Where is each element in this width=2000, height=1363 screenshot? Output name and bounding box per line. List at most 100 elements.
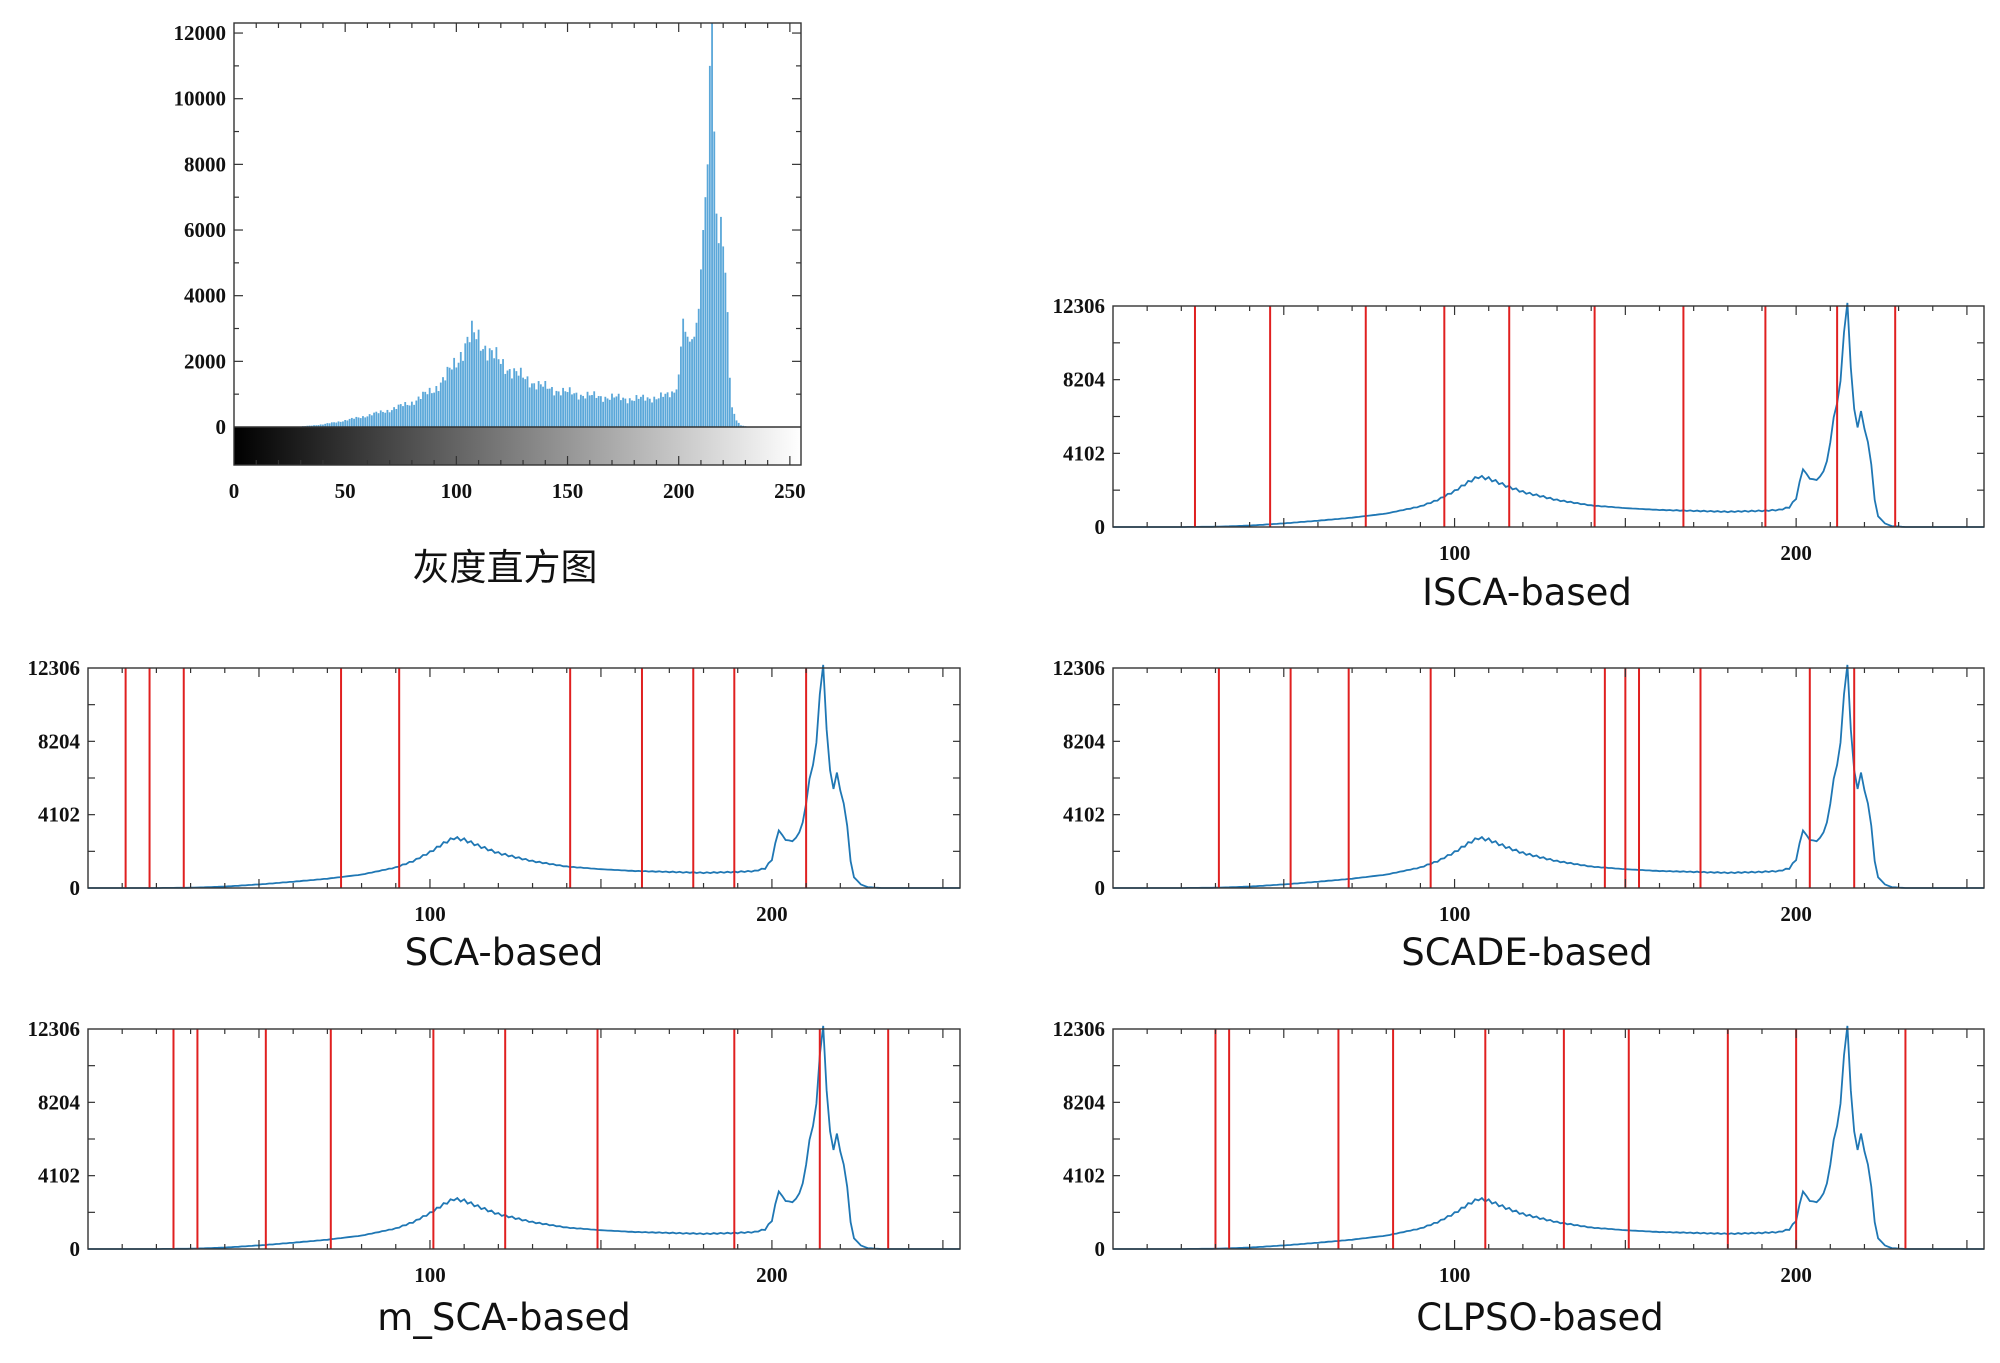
hist-bar [399, 404, 402, 427]
hist-bar [473, 332, 476, 427]
hist-bar [666, 392, 669, 427]
hist-bar [482, 349, 484, 427]
sca-y-ticks [88, 704, 960, 852]
msca-xtick-label: 100 [414, 1263, 446, 1287]
hist-bar [404, 402, 407, 427]
hist-bar [386, 409, 389, 427]
hist-bar [602, 401, 605, 427]
isca-ytick-label: 0 [1095, 515, 1106, 539]
hist-bar [459, 352, 462, 427]
hist-bar [708, 65, 711, 428]
hist-bar [715, 213, 718, 427]
sca-xtick-label: 100 [414, 902, 446, 926]
hist-bar [346, 420, 349, 427]
hist-bar [586, 391, 589, 427]
hist-bar [517, 375, 520, 427]
scade-ytick-label: 12306 [1053, 656, 1106, 680]
hist-bar [673, 392, 676, 427]
hist-bar [539, 384, 542, 427]
hist-bar [422, 391, 424, 427]
hist-bar [533, 383, 536, 427]
hist-xtick-label: 200 [663, 479, 695, 503]
hist-bar [504, 373, 507, 427]
hist-xtick-label: 0 [229, 479, 240, 503]
isca-ytick-label: 8204 [1063, 368, 1106, 392]
hist-bar [319, 424, 322, 427]
hist-bar [615, 396, 618, 427]
hist-bar [686, 336, 689, 427]
hist-bar [506, 370, 509, 427]
hist-bar [362, 416, 364, 427]
hist-bar [353, 418, 355, 427]
hist-bar [599, 396, 602, 427]
hist-bar [575, 392, 578, 427]
hist-bar [628, 398, 631, 427]
hist-bar [644, 400, 647, 427]
hist-bar [511, 378, 513, 427]
hist-bar [726, 312, 729, 427]
hist-bar [419, 398, 422, 427]
hist-bar [635, 395, 638, 427]
hist-bar [640, 396, 642, 427]
hist-ticks [234, 23, 801, 465]
hist-bar [395, 409, 398, 427]
hist-bar [695, 322, 698, 427]
hist-bar [308, 425, 311, 427]
hist-axes-frame [233, 22, 802, 466]
hist-bar [499, 363, 502, 427]
isca-ytick-label: 12306 [1053, 294, 1106, 318]
hist-bar [315, 425, 318, 427]
hist-bar [388, 412, 391, 427]
clpso-xtick-label: 100 [1439, 1263, 1471, 1287]
hist-bar [595, 397, 598, 427]
hist-bar [722, 246, 725, 427]
hist-bar [642, 394, 645, 427]
hist-bar [479, 350, 482, 427]
hist-bar [660, 392, 662, 427]
hist-bar [697, 308, 700, 427]
clpso-ytick-label: 12306 [1053, 1017, 1106, 1041]
sca-thresholds [124, 668, 808, 888]
hist-bar [435, 386, 438, 427]
hist-bar [437, 391, 440, 427]
sca-ytick-label: 0 [70, 876, 81, 900]
hist-bar [333, 422, 335, 427]
clpso-ytick-label: 0 [1095, 1237, 1106, 1261]
hist-xtick-label: 50 [335, 479, 356, 503]
hist-bar [555, 390, 558, 427]
hist-bar [591, 395, 593, 427]
hist-bar [359, 418, 362, 427]
scade-histogram-line [1113, 664, 1984, 889]
hist-ytick-label: 6000 [184, 218, 226, 242]
hist-bar [582, 395, 584, 427]
msca-xtick-label: 200 [756, 1263, 788, 1287]
clpso-ytick-label: 8204 [1063, 1090, 1106, 1114]
hist-bar [546, 388, 549, 427]
hist-bar [528, 387, 531, 427]
isca-histogram-line [1113, 302, 1984, 528]
hist-bar [662, 396, 665, 427]
hist-bar [491, 350, 493, 427]
hist-bar [348, 418, 351, 427]
hist-bar [417, 396, 420, 427]
hist-bar [424, 391, 427, 427]
hist-bar [448, 367, 451, 427]
hist-bar [542, 386, 544, 427]
hist-bar [622, 397, 625, 427]
scade-ytick-label: 8204 [1063, 729, 1106, 753]
hist-bar [364, 417, 367, 427]
hist-bar [688, 341, 691, 427]
hist-bar [402, 406, 404, 427]
hist-bar [468, 342, 471, 427]
hist-bar [597, 396, 600, 427]
clpso-minor-ticks [1146, 1029, 1968, 1249]
hist-bar [706, 164, 709, 427]
hist-bar [557, 391, 560, 427]
hist-bar [322, 424, 324, 427]
hist-bar [617, 393, 620, 427]
msca-ytick-label: 8204 [38, 1090, 81, 1114]
msca-histogram-line [88, 1025, 960, 1250]
hist-ytick-label: 10000 [174, 87, 227, 111]
hist-bar [568, 387, 571, 427]
isca-minor-ticks [1146, 306, 1968, 527]
